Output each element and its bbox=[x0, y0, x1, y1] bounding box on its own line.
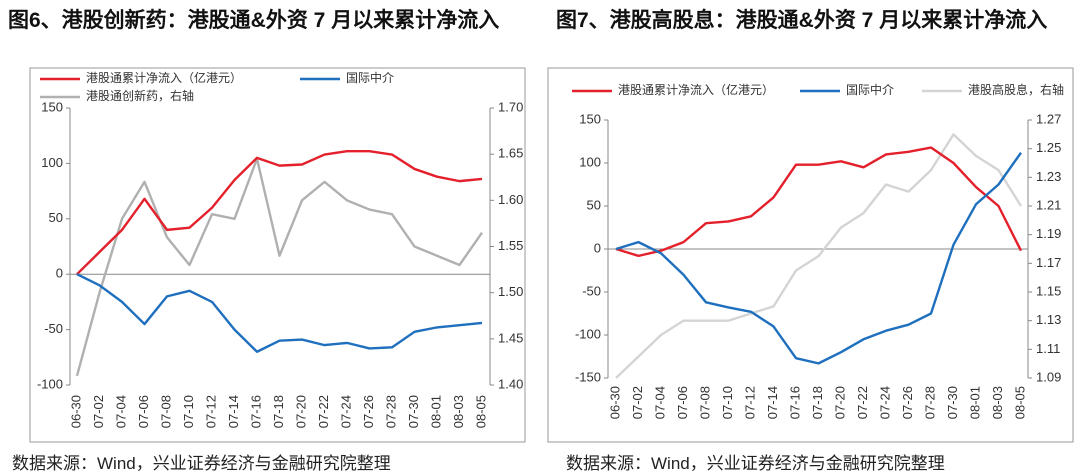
x-tick-label: 07-12 bbox=[203, 395, 218, 428]
series-line bbox=[76, 273, 483, 353]
y2-tick-label: 1.11 bbox=[1036, 341, 1060, 356]
y-tick-label: 50 bbox=[587, 197, 601, 212]
frame bbox=[547, 67, 1074, 443]
x-tick-label: 07-18 bbox=[271, 395, 286, 428]
y2-tick-label: 1.25 bbox=[1036, 140, 1061, 155]
x-tick-label: 08-03 bbox=[990, 386, 1005, 419]
legend-label: 国际中介 bbox=[346, 70, 394, 85]
x-tick-label: 08-01 bbox=[428, 395, 443, 428]
y2-tick-label: 1.70 bbox=[498, 99, 523, 114]
y2-tick-label: 1.27 bbox=[1036, 111, 1061, 126]
x-tick-label: 07-14 bbox=[226, 395, 241, 428]
y-tick-label: 100 bbox=[579, 154, 601, 169]
legend-label: 港股通创新药，右轴 bbox=[86, 88, 194, 103]
y-tick-label: -50 bbox=[582, 283, 601, 298]
x-tick-label: 07-16 bbox=[248, 395, 263, 428]
x-tick-label: 07-08 bbox=[158, 395, 173, 428]
y2-tick-label: 1.15 bbox=[1036, 283, 1061, 298]
y2-tick-label: 1.13 bbox=[1036, 312, 1061, 327]
x-tick-label: 07-28 bbox=[922, 386, 937, 419]
x-tick-label: 06-30 bbox=[68, 395, 83, 428]
y2-tick-label: 1.23 bbox=[1036, 169, 1061, 184]
series-line bbox=[76, 150, 483, 276]
x-tick-label: 08-05 bbox=[1012, 386, 1027, 419]
y-tick-label: -150 bbox=[575, 369, 601, 384]
x-tick-label: 07-30 bbox=[406, 395, 421, 428]
x-tick-label: 07-26 bbox=[900, 386, 915, 419]
x-tick-label: 07-26 bbox=[361, 395, 376, 428]
y2-tick-label: 1.50 bbox=[498, 284, 523, 299]
x-tick-label: 07-04 bbox=[652, 386, 667, 419]
y-tick-label: 150 bbox=[579, 111, 601, 126]
x-tick-label: 07-12 bbox=[742, 386, 757, 419]
x-tick-label: 07-20 bbox=[832, 386, 847, 419]
legend-label: 国际中介 bbox=[846, 82, 894, 97]
x-tick-label: 07-24 bbox=[877, 386, 892, 419]
x-tick-label: 08-05 bbox=[473, 395, 488, 428]
legend-label: 港股通累计净流入（亿港元） bbox=[86, 70, 242, 85]
frame bbox=[29, 67, 526, 443]
x-tick-label: 07-22 bbox=[855, 386, 870, 419]
y2-tick-label: 1.21 bbox=[1036, 197, 1061, 212]
x-tick-label: 08-03 bbox=[451, 395, 466, 428]
y2-tick-label: 1.40 bbox=[498, 376, 523, 391]
x-tick-label: 08-01 bbox=[967, 386, 982, 419]
y2-tick-label: 1.55 bbox=[498, 238, 523, 253]
x-tick-label: 07-08 bbox=[697, 386, 712, 419]
legend-label: 港股通累计净流入（亿港元） bbox=[618, 82, 774, 97]
x-tick-label: 07-02 bbox=[630, 386, 645, 419]
series-line bbox=[615, 146, 1023, 258]
x-tick-label: 07-28 bbox=[383, 395, 398, 428]
y2-tick-label: 1.17 bbox=[1036, 255, 1061, 270]
x-tick-label: 07-06 bbox=[136, 395, 151, 428]
y-tick-label: 0 bbox=[594, 240, 601, 255]
y2-tick-label: 1.19 bbox=[1036, 226, 1061, 241]
chart-title: 图6、港股创新药：港股通&外资 7 月以来累计净流入 bbox=[8, 9, 500, 32]
source: 数据来源：Wind，兴业证券经济与金融研究院整理 bbox=[12, 454, 391, 473]
x-tick-label: 07-22 bbox=[316, 395, 331, 428]
series-line bbox=[615, 151, 1022, 365]
chart-title: 图7、港股高股息：港股通&外资 7 月以来累计净流入 bbox=[556, 9, 1048, 32]
series-line bbox=[75, 157, 483, 377]
y-tick-label: 100 bbox=[41, 155, 63, 170]
x-tick-label: 07-14 bbox=[765, 386, 780, 419]
x-tick-label: 07-24 bbox=[338, 395, 353, 428]
source: 数据来源：Wind，兴业证券经济与金融研究院整理 bbox=[566, 454, 945, 473]
y-tick-label: -100 bbox=[575, 326, 601, 341]
x-tick-label: 07-02 bbox=[91, 395, 106, 428]
x-tick-label: 07-20 bbox=[293, 395, 308, 428]
y2-tick-label: 1.09 bbox=[1036, 369, 1061, 384]
x-tick-label: 06-30 bbox=[607, 386, 622, 419]
x-tick-label: 07-16 bbox=[787, 386, 802, 419]
y-tick-label: 50 bbox=[49, 210, 63, 225]
y-tick-label: 150 bbox=[41, 99, 63, 114]
y2-tick-label: 1.65 bbox=[498, 146, 523, 161]
x-tick-label: 07-18 bbox=[810, 386, 825, 419]
y2-tick-label: 1.60 bbox=[498, 192, 523, 207]
y-tick-label: 0 bbox=[56, 266, 63, 281]
x-tick-label: 07-04 bbox=[113, 395, 128, 428]
y-tick-label: -50 bbox=[44, 321, 63, 336]
series-line bbox=[615, 133, 1023, 379]
x-tick-label: 07-10 bbox=[181, 395, 196, 428]
legend-label: 港股高股息，右轴 bbox=[968, 82, 1064, 97]
x-tick-label: 07-10 bbox=[720, 386, 735, 419]
y-tick-label: -100 bbox=[37, 376, 63, 391]
x-tick-label: 07-06 bbox=[675, 386, 690, 419]
y2-tick-label: 1.45 bbox=[498, 330, 523, 345]
x-tick-label: 07-30 bbox=[945, 386, 960, 419]
